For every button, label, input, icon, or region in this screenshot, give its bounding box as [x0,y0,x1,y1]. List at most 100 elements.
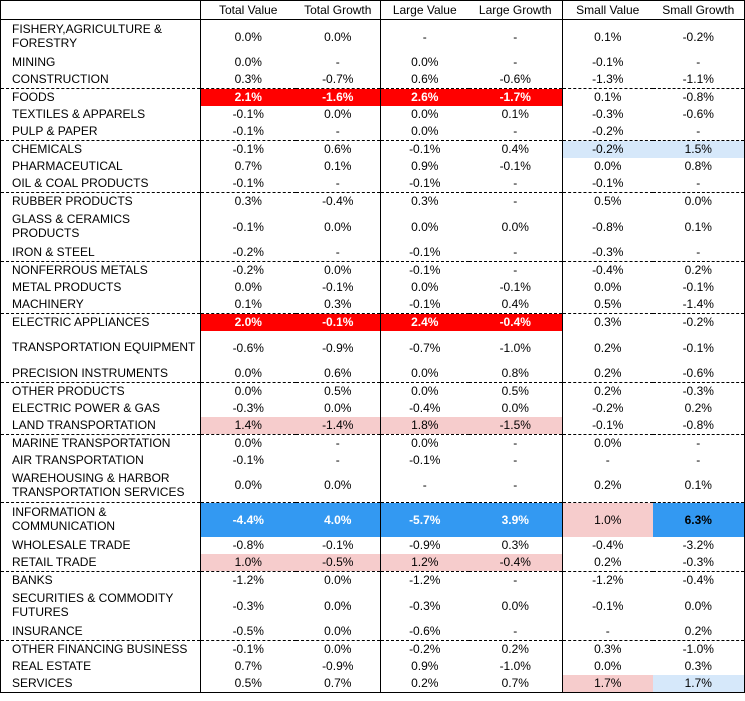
sector-name: MARINE TRANSPORTATION [0,433,201,452]
cell-large-value: 0.0% [380,433,469,452]
cell-large-value: 0.0% [411,219,439,234]
cell-total-value: -0.1% [232,453,264,467]
cell-small-growth: 0.1% [652,468,745,503]
cell-total-growth: -0.9% [295,330,381,365]
cell-large-value: -0.1% [409,453,441,467]
table-row: MACHINERY 0.1% 0.3% -0.1% 0.4% 0.5% -1.4% [0,295,745,313]
cell-total-growth: -0.1% [295,312,381,331]
cell-large-value: -0.1% [409,176,441,190]
cell-total-growth: 0.7% [295,674,381,693]
table-row: MINING 0.0% - 0.0% - -0.1% - [0,53,745,71]
cell-large-value: 0.0% [411,280,439,294]
cell-small-growth: -0.3% [652,553,745,571]
cell-total-value: -0.5% [232,624,264,638]
header-total-growth: Total Growth [295,0,381,20]
cell-small-growth: - [652,451,745,469]
cell-small-growth: -1.1% [652,70,745,88]
cell-small-growth: -0.8% [652,87,745,106]
cell-total-value: -1.2% [200,570,296,589]
sector-name: FOODS [0,87,201,106]
cell-total-value: -0.6% [232,340,264,355]
sector-name: SECURITIES & COMMODITY FUTURES [0,588,201,623]
cell-large-value: -0.4% [409,401,441,415]
cell-large-value: -0.7% [409,340,441,355]
cell-large-growth: 0.7% [468,674,563,693]
cell-small-value: 1.7% [562,674,653,693]
cell-large-growth: - [468,570,563,589]
cell-total-growth: 0.0% [295,468,381,503]
cell-small-value: -0.4% [562,260,653,279]
sector-name: GLASS & CERAMICS PRODUCTS [0,209,201,244]
cell-small-value: -0.4% [592,538,624,552]
cell-total-growth: - [295,433,381,452]
table-row: TRANSPORTATION EQUIPMENT -0.6% -0.9% -0.7% -… [0,330,745,365]
cell-total-value: -0.1% [200,639,296,658]
cell-large-growth: 0.8% [468,364,563,382]
sector-name: PRECISION INSTRUMENTS [0,364,201,382]
cell-small-growth: -0.1% [652,278,745,296]
table-row: INSURANCE -0.5% 0.0% -0.6% - - 0.2% [0,622,745,640]
table-row: CONSTRUCTION 0.3% -0.7% 0.6% -0.6% -1.3% -1.1% [0,70,745,88]
cell-small-growth: 1.7% [652,674,745,693]
cell-small-value: -1.2% [562,570,653,589]
cell-total-growth: 0.1% [295,157,381,175]
sector-name: MINING [0,53,201,71]
table-row: REAL ESTATE 0.7% -0.9% 0.9% -1.0% 0.0% 0.3% [0,657,745,675]
cell-large-value: 1.2% [380,553,469,571]
cell-total-value: 0.0% [234,280,262,294]
cell-small-value: 0.0% [594,280,622,294]
cell-small-growth: -0.3% [652,381,745,400]
sector-name: TEXTILES & APPARELS [0,105,201,123]
cell-small-growth: - [652,122,745,140]
cell-total-growth: 0.3% [295,295,381,313]
cell-small-value: - [605,453,610,467]
cell-small-growth: 0.2% [652,399,745,417]
cell-small-growth: 0.2% [652,260,745,279]
cell-large-value: - [422,478,427,493]
cell-total-value: 0.1% [234,297,262,311]
cell-total-growth: -1.6% [295,87,381,106]
cell-large-growth: -0.1% [468,278,563,296]
cell-large-value: 0.0% [411,55,439,69]
cell-small-value: -1.3% [592,72,624,86]
cell-total-growth: 0.0% [295,570,381,589]
cell-small-growth: - [652,174,745,192]
cell-total-growth: 0.0% [295,639,381,658]
cell-small-value: -0.1% [592,55,624,69]
cell-total-value: -4.4% [200,502,296,537]
header-large-growth: Large Growth [468,0,563,20]
cell-small-value: 0.2% [594,366,622,380]
cell-large-value: 0.9% [411,659,439,673]
cell-large-value: 0.6% [411,72,439,86]
cell-large-value: 0.2% [380,674,469,693]
cell-total-value: 1.0% [200,553,296,571]
table-row: OTHER FINANCING BUSINESS -0.1% 0.0% -0.2% 0.… [0,639,745,658]
cell-total-value: 0.7% [234,159,262,173]
cell-small-value: 0.2% [594,478,622,493]
cell-total-value: 1.4% [200,416,296,434]
cell-small-value: 0.5% [562,191,653,210]
cell-large-value: -5.7% [380,502,469,537]
table-row: LAND TRANSPORTATION 1.4% -1.4% 1.8% -1.5% -0.… [0,416,745,434]
cell-small-value: -0.3% [592,107,624,121]
table-row: AIR TRANSPORTATION -0.1% - -0.1% - - - [0,451,745,469]
cell-large-value: -0.9% [409,538,441,552]
table-row: ELECTRIC POWER & GAS -0.3% 0.0% -0.4% 0.0% -0… [0,399,745,417]
table-row: OTHER PRODUCTS 0.0% 0.5% 0.0% 0.5% 0.2% -0.3% [0,381,745,400]
sector-name: AIR TRANSPORTATION [0,451,201,469]
cell-total-growth: 0.6% [295,139,381,158]
cell-large-growth: -0.6% [468,70,563,88]
cell-large-growth: 0.4% [468,139,563,158]
cell-large-value: -0.6% [409,624,441,638]
cell-small-growth: -0.6% [652,105,745,123]
cell-total-growth: -0.4% [295,191,381,210]
cell-total-value: -0.1% [232,107,264,121]
sector-name: CONSTRUCTION [0,70,201,88]
cell-total-value: -0.2% [232,245,264,259]
cell-large-growth: 0.3% [468,536,563,554]
cell-large-growth: - [468,433,563,452]
sector-name: WAREHOUSING & HARBOR TRANSPORTATION SERV… [0,468,201,503]
cell-large-value: -0.2% [380,639,469,658]
cell-total-value: 0.5% [200,674,296,693]
header-total-value: Total Value [200,0,296,20]
